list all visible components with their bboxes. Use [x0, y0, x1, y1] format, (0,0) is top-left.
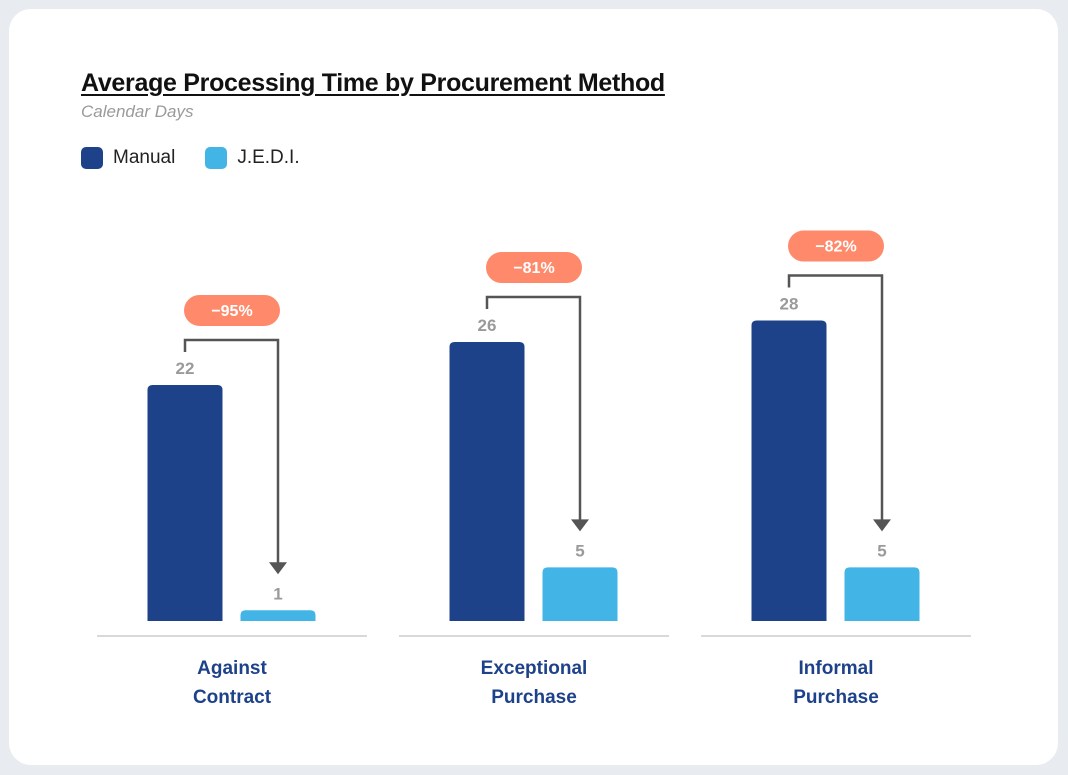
bar-manual: [449, 342, 525, 621]
category-label: Informal: [799, 658, 874, 679]
legend: Manual J.E.D.I.: [81, 147, 300, 169]
arrow-head-icon: [269, 562, 287, 575]
change-arrow: [485, 295, 582, 522]
legend-item-jedi: J.E.D.I.: [205, 147, 300, 169]
bar-manual: [751, 320, 827, 621]
change-arrow: [183, 338, 280, 565]
value-label: 26: [478, 316, 497, 335]
change-badge-text: −82%: [815, 239, 856, 256]
bar-jedi: [542, 567, 618, 621]
legend-swatch-jedi: [205, 147, 228, 169]
value-label: 1: [273, 584, 282, 603]
bar-jedi: [844, 567, 920, 621]
arrow-head-icon: [571, 519, 589, 532]
change-badge-text: −95%: [211, 303, 252, 320]
bar-jedi: [240, 610, 316, 621]
change-badge: [788, 230, 884, 262]
legend-label-jedi: J.E.D.I.: [237, 147, 300, 168]
arrow-head-icon: [873, 519, 891, 532]
legend-swatch-manual: [81, 147, 103, 169]
category-label: Exceptional: [481, 658, 588, 679]
legend-item-manual: Manual: [81, 147, 175, 169]
category-label: Purchase: [491, 687, 577, 708]
change-badge: [184, 294, 280, 326]
category-label: Against: [197, 658, 267, 679]
bar-manual: [147, 384, 223, 621]
change-badge: [486, 252, 582, 284]
category-label: Purchase: [793, 687, 879, 708]
value-label: 28: [780, 295, 799, 314]
change-arrow: [787, 274, 884, 522]
legend-label-manual: Manual: [113, 147, 176, 168]
chart-title: Average Processing Time by Procurement M…: [81, 69, 665, 97]
value-label: 5: [575, 541, 584, 560]
value-label: 5: [877, 541, 886, 560]
value-label: 22: [176, 359, 195, 378]
category-label: Contract: [193, 687, 272, 708]
change-badge-text: −81%: [513, 260, 554, 277]
chart-subtitle: Calendar Days: [81, 102, 194, 121]
